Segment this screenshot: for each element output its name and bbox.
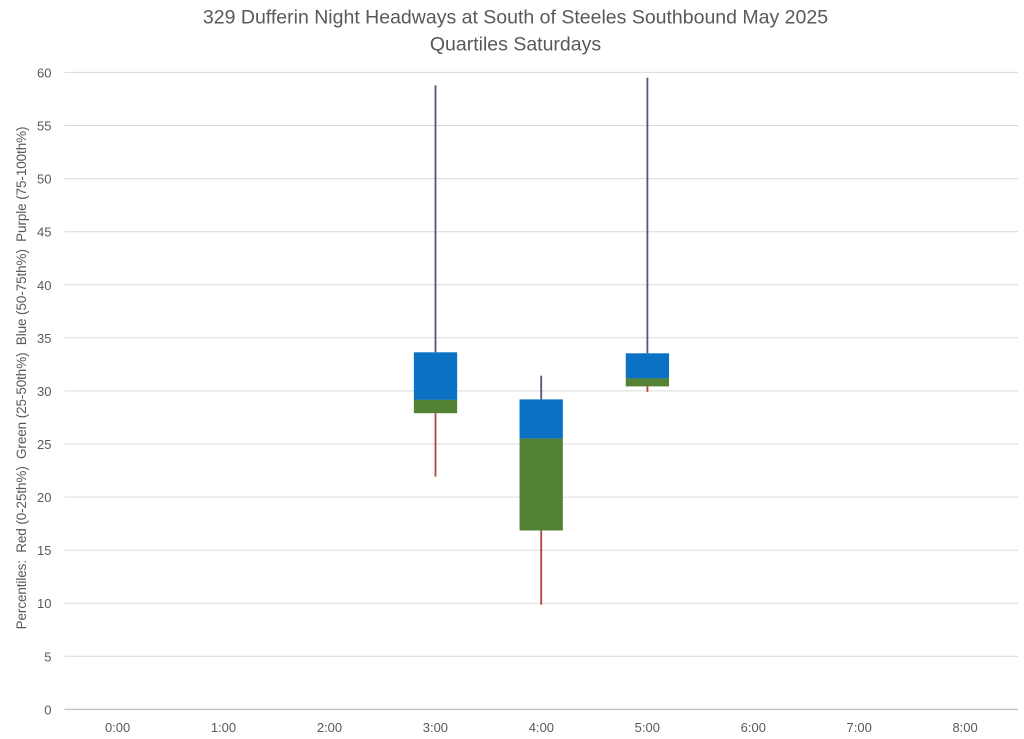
svg-text:50: 50 bbox=[37, 172, 51, 187]
svg-text:5: 5 bbox=[44, 649, 51, 664]
svg-text:25: 25 bbox=[37, 437, 51, 452]
svg-text:35: 35 bbox=[37, 331, 51, 346]
svg-text:3:00: 3:00 bbox=[423, 720, 448, 735]
svg-text:Percentiles: Red (0-25th%) G: Percentiles: Red (0-25th%) Green (25-50t… bbox=[14, 127, 29, 630]
svg-text:329 Dufferin Night Headways at: 329 Dufferin Night Headways at South of … bbox=[203, 6, 828, 28]
svg-text:20: 20 bbox=[37, 490, 51, 505]
svg-text:8:00: 8:00 bbox=[952, 720, 977, 735]
svg-text:4:00: 4:00 bbox=[529, 720, 554, 735]
svg-text:10: 10 bbox=[37, 596, 51, 611]
svg-text:7:00: 7:00 bbox=[847, 720, 872, 735]
svg-text:Quartiles Saturdays: Quartiles Saturdays bbox=[430, 33, 601, 55]
svg-text:45: 45 bbox=[37, 225, 51, 240]
svg-text:2:00: 2:00 bbox=[317, 720, 342, 735]
svg-text:0:00: 0:00 bbox=[105, 720, 130, 735]
svg-text:40: 40 bbox=[37, 278, 51, 293]
svg-text:55: 55 bbox=[37, 119, 51, 134]
svg-text:15: 15 bbox=[37, 543, 51, 558]
svg-text:1:00: 1:00 bbox=[211, 720, 236, 735]
svg-text:30: 30 bbox=[37, 384, 51, 399]
svg-text:6:00: 6:00 bbox=[741, 720, 766, 735]
svg-text:0: 0 bbox=[44, 702, 51, 717]
svg-text:5:00: 5:00 bbox=[635, 720, 660, 735]
svg-text:60: 60 bbox=[37, 65, 51, 80]
